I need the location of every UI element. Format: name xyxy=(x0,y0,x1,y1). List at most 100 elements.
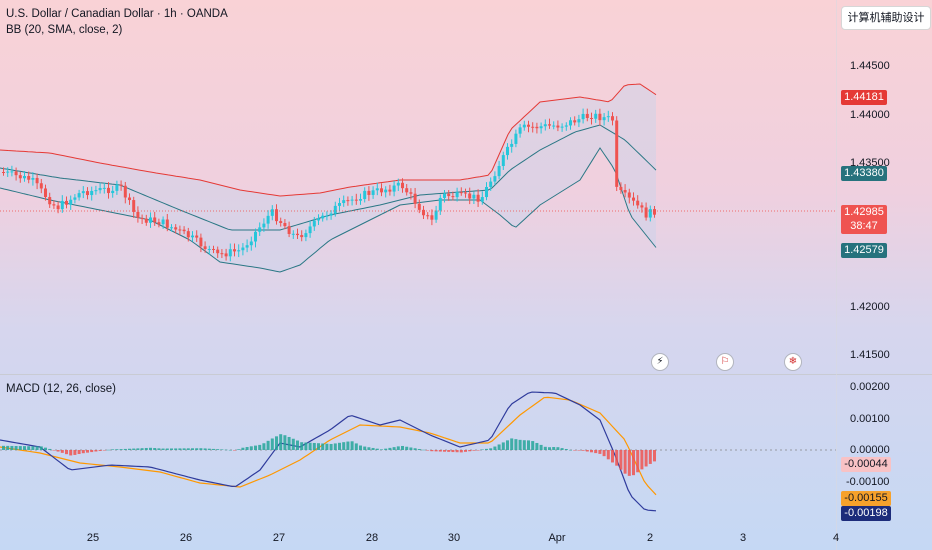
macd-histogram-bar xyxy=(632,450,635,476)
macd-histogram-bar xyxy=(514,439,518,450)
time-axis[interactable]: 25 26 27 28 30 Apr 2 3 4 xyxy=(0,526,932,550)
candle-body xyxy=(325,215,329,217)
macd-histogram-bar xyxy=(216,449,220,450)
time-label: 30 xyxy=(447,532,461,544)
candle-body xyxy=(632,197,635,201)
macd-histogram-bar xyxy=(380,449,383,450)
macd-histogram-bar xyxy=(606,450,610,460)
macd-histogram-bar xyxy=(241,447,245,450)
candle-body xyxy=(627,192,631,198)
macd-histogram-bar xyxy=(266,440,270,450)
macd-axis-label: 0.00200 xyxy=(850,381,890,393)
candle-body xyxy=(157,222,161,225)
macd-histogram-bar xyxy=(443,450,446,452)
macd-histogram-bar xyxy=(611,450,614,463)
candle-body xyxy=(636,200,640,206)
symbol-title[interactable]: U.S. Dollar / Canadian Dollar · 1h · OAN… xyxy=(6,8,228,20)
last-price-tag: 1.42985 xyxy=(841,205,887,220)
macd-histogram-bar xyxy=(111,449,115,450)
candle-body xyxy=(161,219,165,225)
macd-histogram-bar xyxy=(35,446,39,450)
macd-histogram-bar xyxy=(212,448,215,450)
macd-histogram-bar xyxy=(434,450,438,452)
candle-body xyxy=(304,233,308,238)
flash-icon[interactable]: ⚡ xyxy=(651,353,669,371)
macd-histogram-bar xyxy=(527,440,530,450)
candle-body xyxy=(354,199,358,201)
macd-histogram-bar xyxy=(556,447,560,450)
macd-pane[interactable] xyxy=(0,375,932,525)
macd-legend[interactable]: MACD (12, 26, close) xyxy=(6,383,116,395)
candle-body xyxy=(648,209,652,218)
price-chart[interactable] xyxy=(0,0,932,374)
candle-body xyxy=(102,187,106,189)
calc-button[interactable]: 计算机辅助设计 xyxy=(841,6,931,30)
candle-body xyxy=(39,183,43,189)
candle-body xyxy=(262,223,266,228)
macd-histogram-bar xyxy=(107,449,110,451)
candle-body xyxy=(308,226,312,234)
ca-flag-icon[interactable]: ❄ xyxy=(784,353,802,371)
macd-histogram-bar xyxy=(249,446,253,450)
price-chart-pane[interactable] xyxy=(0,0,932,374)
candle-body xyxy=(409,192,413,194)
macd-histogram-bar xyxy=(472,450,476,451)
candle-body xyxy=(329,213,333,216)
candle-body xyxy=(296,233,299,236)
candle-body xyxy=(123,185,127,198)
candle-body xyxy=(170,227,173,229)
candle-body xyxy=(543,124,547,127)
macd-histogram-bar xyxy=(312,442,316,450)
macd-histogram-bar xyxy=(401,445,404,450)
macd-histogram-bar xyxy=(224,449,228,451)
macd-histogram-bar xyxy=(23,446,26,450)
macd-histogram-bar xyxy=(262,443,266,450)
macd-histogram-bar xyxy=(501,442,505,450)
signal-line xyxy=(0,396,657,496)
candle-body xyxy=(472,194,476,199)
macd-histogram-bar xyxy=(48,448,52,450)
candle-body xyxy=(275,209,278,222)
candle-body xyxy=(573,120,577,123)
candle-body xyxy=(140,217,144,219)
countdown-tag: 38:47 xyxy=(841,219,887,234)
candle-body xyxy=(619,186,623,191)
candle-body xyxy=(417,203,421,210)
us-flag-icon[interactable]: ⚐ xyxy=(716,353,734,371)
candle-body xyxy=(388,189,392,192)
candle-body xyxy=(216,249,220,254)
candle-body xyxy=(489,181,493,187)
candle-body xyxy=(35,177,39,184)
candle-body xyxy=(317,218,320,221)
candle-body xyxy=(380,188,383,193)
macd-histogram-bar xyxy=(564,448,568,450)
macd-histogram-bar xyxy=(191,448,194,450)
bb-legend[interactable]: BB (20, SMA, close, 2) xyxy=(6,24,123,36)
candle-body xyxy=(10,171,14,173)
macd-histogram-bar xyxy=(590,450,593,453)
macd-histogram-bar xyxy=(417,449,421,450)
candle-body xyxy=(468,193,472,199)
macd-histogram-bar xyxy=(338,442,341,450)
candle-body xyxy=(518,127,522,134)
macd-histogram-bar xyxy=(598,450,602,454)
macd-chart[interactable] xyxy=(0,375,932,525)
candle-body xyxy=(81,191,85,194)
macd-histogram-bar xyxy=(60,450,64,453)
candle-body xyxy=(598,113,602,121)
time-label: Apr xyxy=(548,532,566,544)
candle-body xyxy=(203,246,207,249)
candle-body xyxy=(443,193,446,198)
candle-body xyxy=(149,217,152,223)
candle-body xyxy=(56,205,60,210)
macd-histogram-bar xyxy=(44,447,47,450)
macd-histogram-bar xyxy=(552,447,556,450)
macd-histogram-bar xyxy=(178,448,182,450)
candle-body xyxy=(569,120,572,126)
macd-histogram-bar xyxy=(174,448,178,450)
pane-separator[interactable] xyxy=(0,374,932,375)
macd-histogram-bar xyxy=(308,442,312,450)
candle-body xyxy=(249,241,253,246)
macd-histogram-bar xyxy=(531,441,535,450)
price-axis-label: 1.41500 xyxy=(850,349,890,361)
